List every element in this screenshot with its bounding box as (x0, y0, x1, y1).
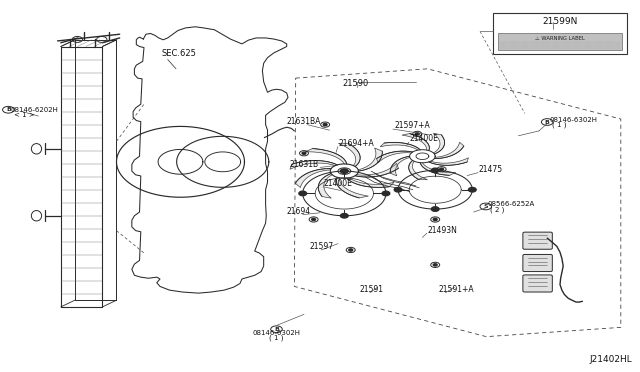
Polygon shape (435, 142, 464, 158)
Text: 21597+A: 21597+A (394, 121, 430, 130)
Text: S: S (483, 204, 488, 209)
Text: 21631BA: 21631BA (286, 116, 321, 125)
Circle shape (323, 124, 327, 126)
Text: 08146-6302H: 08146-6302H (253, 330, 301, 336)
Polygon shape (305, 148, 347, 164)
Text: J21402HL: J21402HL (589, 355, 632, 364)
Text: ⚠ WARNING LABEL: ⚠ WARNING LABEL (535, 36, 585, 41)
Circle shape (340, 214, 348, 218)
Circle shape (299, 191, 307, 196)
Polygon shape (390, 156, 410, 176)
Polygon shape (318, 174, 332, 198)
Circle shape (312, 218, 316, 221)
Text: ( 1 ): ( 1 ) (269, 334, 284, 341)
Circle shape (468, 187, 476, 192)
Circle shape (302, 152, 306, 154)
Text: B: B (6, 107, 11, 112)
Circle shape (382, 191, 390, 196)
Circle shape (431, 207, 439, 211)
Text: B: B (274, 327, 279, 332)
Text: 08566-6252A: 08566-6252A (488, 202, 535, 208)
Text: 21590: 21590 (342, 79, 369, 88)
Polygon shape (380, 142, 420, 150)
Circle shape (415, 133, 419, 135)
Text: 08146-6302H: 08146-6302H (549, 117, 597, 123)
FancyBboxPatch shape (523, 275, 552, 292)
Text: 21597: 21597 (309, 242, 333, 251)
Polygon shape (433, 133, 445, 154)
Text: 08146-6202H: 08146-6202H (10, 107, 58, 113)
Polygon shape (347, 178, 394, 187)
Polygon shape (376, 151, 413, 163)
Polygon shape (420, 163, 456, 175)
FancyBboxPatch shape (523, 232, 552, 249)
Polygon shape (402, 134, 429, 151)
Polygon shape (429, 158, 468, 165)
Text: 21694: 21694 (286, 207, 310, 216)
Polygon shape (409, 160, 428, 180)
Text: 21599N: 21599N (542, 17, 578, 26)
Circle shape (394, 187, 402, 192)
Text: < 1 >: < 1 > (14, 112, 35, 118)
Circle shape (431, 168, 439, 173)
Text: ( 1 ): ( 1 ) (552, 122, 566, 128)
Circle shape (440, 168, 444, 170)
Circle shape (433, 264, 437, 266)
Polygon shape (339, 143, 360, 167)
Polygon shape (290, 161, 337, 169)
Circle shape (349, 249, 353, 251)
Text: SEC.625: SEC.625 (161, 49, 196, 58)
Text: 21400E: 21400E (410, 134, 438, 143)
Text: ( 2 ): ( 2 ) (490, 206, 504, 213)
FancyBboxPatch shape (498, 33, 622, 50)
Polygon shape (337, 177, 368, 198)
Polygon shape (295, 169, 331, 187)
Text: B: B (545, 119, 550, 125)
Text: 21591: 21591 (359, 285, 383, 294)
FancyBboxPatch shape (493, 13, 627, 54)
Circle shape (340, 169, 348, 173)
Text: 21493N: 21493N (428, 225, 458, 234)
Text: 21694+A: 21694+A (339, 139, 374, 148)
Circle shape (433, 218, 437, 221)
Text: 21631B: 21631B (290, 160, 319, 169)
Polygon shape (358, 148, 382, 171)
Text: 21475: 21475 (479, 165, 503, 174)
Text: 21591+A: 21591+A (438, 285, 474, 294)
FancyBboxPatch shape (523, 254, 552, 272)
Polygon shape (355, 163, 399, 177)
Text: 21400E: 21400E (323, 179, 352, 188)
